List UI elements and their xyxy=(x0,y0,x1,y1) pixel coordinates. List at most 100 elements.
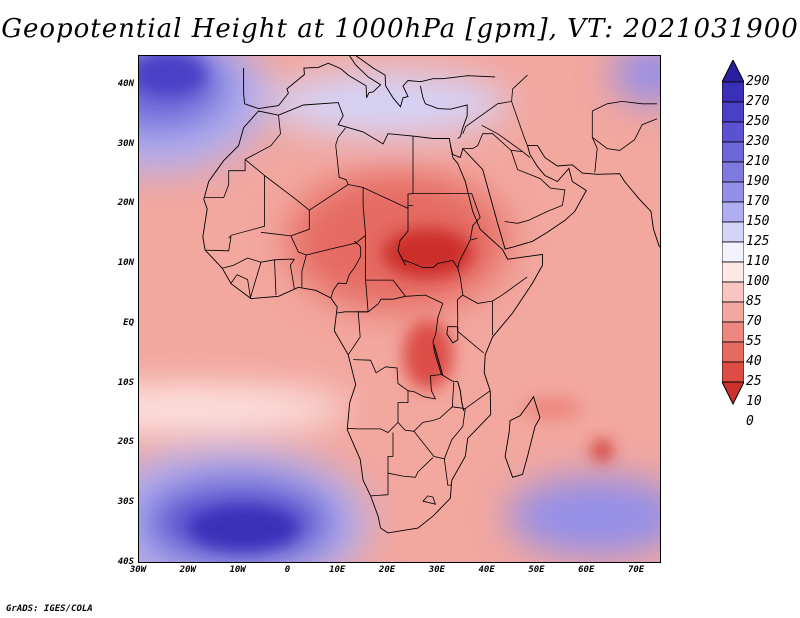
country-border xyxy=(347,311,369,356)
country-border xyxy=(462,100,528,146)
colorbar-level-label: 0 xyxy=(746,414,754,429)
colorbar-top-arrow xyxy=(722,60,744,83)
country-border xyxy=(443,406,466,459)
country-border xyxy=(457,239,471,269)
lon-tick-label: 40E xyxy=(478,565,495,575)
lon-tick-label: 70E xyxy=(627,565,645,575)
lon-tick-label: 10W xyxy=(229,565,246,575)
country-border xyxy=(301,254,307,288)
country-border xyxy=(511,74,528,102)
colorbar-level-label: 70 xyxy=(746,314,762,329)
country-border xyxy=(504,150,566,224)
colorbar-segment xyxy=(722,101,744,123)
balkan-turkey-coastline xyxy=(355,56,496,108)
country-border xyxy=(203,159,246,199)
country-border xyxy=(402,259,406,266)
madagascar-coastline xyxy=(504,395,541,478)
colorbar-segment xyxy=(722,201,744,223)
colorbar-segment xyxy=(722,141,744,163)
country-border xyxy=(469,193,481,241)
country-border xyxy=(274,259,277,296)
field-blobs xyxy=(139,56,660,562)
colorbar-segment xyxy=(722,321,744,343)
levant-coastline xyxy=(419,85,468,139)
country-border xyxy=(387,457,434,478)
colorbar-level-label: 230 xyxy=(746,134,770,149)
colorbar-segment xyxy=(722,261,744,283)
lat-tick-label: 30N xyxy=(117,138,134,149)
country-border xyxy=(205,236,232,252)
arabia-coastline xyxy=(459,145,587,250)
country-border xyxy=(244,115,281,160)
colorbar-level-label: 110 xyxy=(746,254,770,269)
plot-title: Geopotential Height at 1000hPa [gpm], VT… xyxy=(1,14,799,44)
lon-tick-label: 30W xyxy=(129,565,147,575)
lon-tick-label: 60E xyxy=(578,565,595,575)
country-border xyxy=(222,257,295,269)
sinai-coastline xyxy=(449,145,461,159)
country-border xyxy=(365,235,443,304)
lake-malawi xyxy=(457,381,465,412)
country-border xyxy=(397,250,464,301)
colorbar-level-label: 210 xyxy=(746,154,770,169)
colorbar-level-label: 170 xyxy=(746,194,770,209)
country-border xyxy=(370,432,394,497)
colorbar-level-label: 40 xyxy=(746,354,762,369)
country-border xyxy=(456,299,459,331)
lon-tick-label: 0 xyxy=(284,565,291,575)
colorbar-segment xyxy=(722,301,744,323)
colorbar-segment xyxy=(722,241,744,263)
lon-tick-label: 30E xyxy=(428,565,445,575)
indian-ocean-high xyxy=(507,476,660,557)
colorbar-segment xyxy=(722,81,744,103)
country-border xyxy=(230,274,251,299)
colorbar-level-label: 190 xyxy=(746,174,770,189)
country-border xyxy=(335,127,347,146)
north-atlantic-core xyxy=(139,56,207,96)
country-border xyxy=(249,262,262,299)
atlantic-subtropical-band xyxy=(139,386,349,431)
country-border xyxy=(592,118,658,151)
lake-victoria xyxy=(446,326,459,344)
lat-tick-label: 40N xyxy=(117,78,134,89)
colorbar-level-label: 85 xyxy=(746,294,762,309)
colorbar-segment xyxy=(722,361,744,383)
country-border xyxy=(432,303,444,352)
credit-text: GrADS: IGES/COLA xyxy=(6,604,93,614)
coastlines xyxy=(202,56,660,534)
country-border xyxy=(289,258,295,290)
colorbar-level-label: 250 xyxy=(746,114,770,129)
country-border xyxy=(434,351,458,383)
colorbar xyxy=(722,60,744,406)
south-atlantic-core xyxy=(188,506,299,551)
congo-low xyxy=(402,319,453,390)
country-border xyxy=(592,100,657,112)
colorbar-level-label: 125 xyxy=(746,234,770,249)
country-border xyxy=(481,124,531,158)
country-border xyxy=(347,422,399,433)
mediterranean-high xyxy=(268,71,509,136)
colorbar-segment xyxy=(722,181,744,203)
persia-india-coastline xyxy=(527,145,660,248)
country-border xyxy=(335,144,349,185)
colorbar-level-label: 290 xyxy=(746,74,770,89)
country-border xyxy=(462,133,523,152)
lat-tick-label: 20N xyxy=(117,198,134,209)
colorbar-segment xyxy=(722,121,744,143)
colorbar-level-label: 25 xyxy=(746,374,762,389)
lon-tick-label: 10E xyxy=(329,565,346,575)
mascarene-low xyxy=(592,440,613,461)
lat-tick-label: 10S xyxy=(117,377,134,388)
country-border xyxy=(290,184,367,256)
sahel-max xyxy=(382,228,473,279)
colorbar-segment xyxy=(722,341,744,363)
lon-tick-label: 20E xyxy=(378,565,396,575)
colorbar-segment xyxy=(722,161,744,183)
madagascar-low xyxy=(522,396,583,421)
lat-tick-label: 10N xyxy=(117,258,134,269)
country-border xyxy=(260,175,310,237)
colorbar-level-label: 270 xyxy=(746,94,770,109)
colorbar-bottom-arrow xyxy=(722,381,744,406)
colorbar-level-label: 55 xyxy=(746,334,762,349)
country-border xyxy=(365,280,406,313)
